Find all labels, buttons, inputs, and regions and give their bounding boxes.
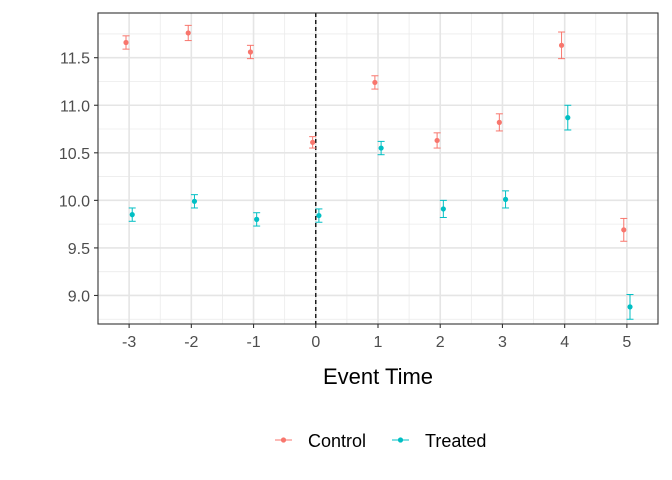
- y-tick-label: 10.5: [59, 146, 90, 163]
- treated-point: [565, 115, 571, 121]
- legend-key-point-treated: [397, 437, 404, 443]
- x-axis-title: Event Time: [323, 364, 433, 389]
- y-tick-label: 9.0: [68, 288, 90, 305]
- control-point: [496, 119, 502, 125]
- treated-point: [502, 196, 509, 203]
- treated-point: [191, 198, 198, 204]
- y-tick-label: 9.5: [68, 241, 90, 258]
- control-point: [310, 139, 316, 145]
- x-tick-label: 2: [436, 334, 445, 351]
- y-tick-label: 11.5: [60, 51, 90, 68]
- legend-label-treated: Treated: [425, 431, 486, 451]
- control-point: [123, 39, 129, 46]
- x-tick-label: -3: [122, 334, 136, 351]
- x-tick-label: -2: [184, 334, 198, 351]
- series-control: [122, 24, 628, 242]
- control-point: [247, 49, 254, 55]
- treated-point: [378, 145, 384, 151]
- control-point: [372, 79, 378, 86]
- y-tick-label: 10.0: [59, 193, 90, 210]
- treated-point: [627, 304, 633, 310]
- y-tick-label: 11.0: [60, 98, 90, 115]
- treated-point: [129, 212, 135, 218]
- legend-label-control: Control: [308, 431, 366, 451]
- y-axis: 9.0 9.5 10.0 10.5 11.0 11.5: [59, 51, 98, 305]
- legend-key-point-control: [280, 437, 287, 443]
- x-tick-label: 0: [311, 334, 320, 351]
- treated-point: [316, 212, 322, 219]
- x-tick-label: 1: [374, 334, 383, 351]
- series-treated: [128, 104, 634, 320]
- series-layer: [122, 24, 634, 320]
- control-point: [434, 137, 440, 144]
- treated-point: [254, 216, 260, 222]
- treated-point: [440, 206, 446, 212]
- x-axis: -3 -2 -1 0 1 2 3 4 5: [122, 324, 631, 351]
- x-tick-label: 5: [622, 334, 631, 351]
- x-tick-label: 3: [498, 334, 507, 351]
- control-point: [185, 30, 191, 36]
- x-tick-label: -1: [246, 334, 260, 351]
- control-point: [621, 227, 627, 233]
- legend: Control Treated: [275, 431, 486, 451]
- control-point: [558, 42, 565, 48]
- x-tick-label: 4: [560, 334, 569, 351]
